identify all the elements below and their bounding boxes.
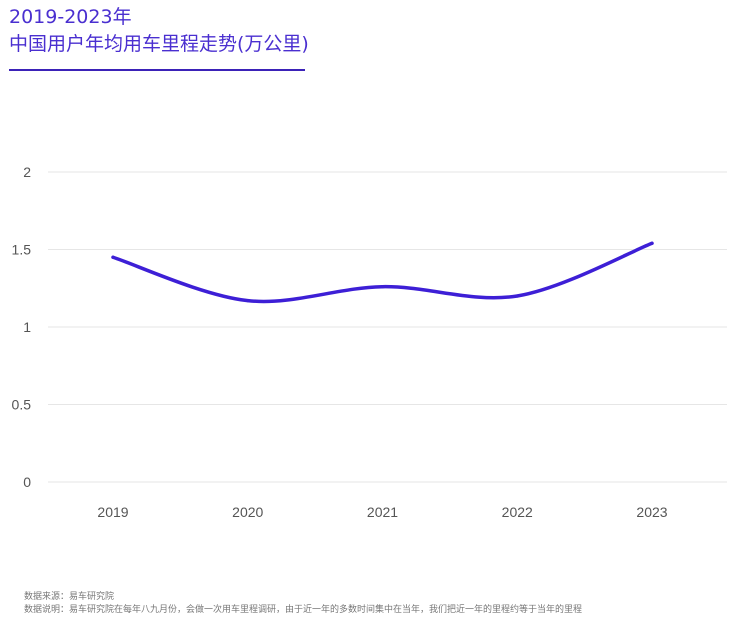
y-tick-label: 0 xyxy=(23,474,31,490)
chart-title: 中国用户年均用车里程走势(万公里) xyxy=(9,33,309,55)
y-tick-label: 2 xyxy=(23,164,31,180)
title-underline xyxy=(9,69,305,71)
y-tick-label: 1 xyxy=(23,319,31,335)
data-point xyxy=(650,241,654,245)
x-tick-label: 2021 xyxy=(367,504,398,520)
data-explanation-note: 数据说明：易车研究院在每年八九月份，会做一次用车里程调研，由于近一年的多数时间集… xyxy=(24,605,583,615)
data-point xyxy=(111,255,115,259)
source-note: 数据来源：易车研究院 xyxy=(24,592,115,602)
chart-title-block: 2019-2023年 中国用户年均用车里程走势(万公里) xyxy=(9,4,309,58)
chart-title-years: 2019-2023年 xyxy=(9,6,132,28)
line-chart: 0 0.5 1 1.5 2 2019 2020 2021 2022 2023 xyxy=(12,164,727,520)
x-tick-label: 2020 xyxy=(232,504,263,520)
y-tick-label: 0.5 xyxy=(12,397,32,413)
data-point xyxy=(246,299,250,303)
y-tick-label: 1.5 xyxy=(12,242,32,258)
x-tick-label: 2023 xyxy=(636,504,667,520)
data-point xyxy=(380,285,385,289)
series-line xyxy=(111,241,654,304)
x-tick-label: 2019 xyxy=(97,504,128,520)
data-point xyxy=(515,294,519,298)
x-tick-label: 2022 xyxy=(502,504,533,520)
